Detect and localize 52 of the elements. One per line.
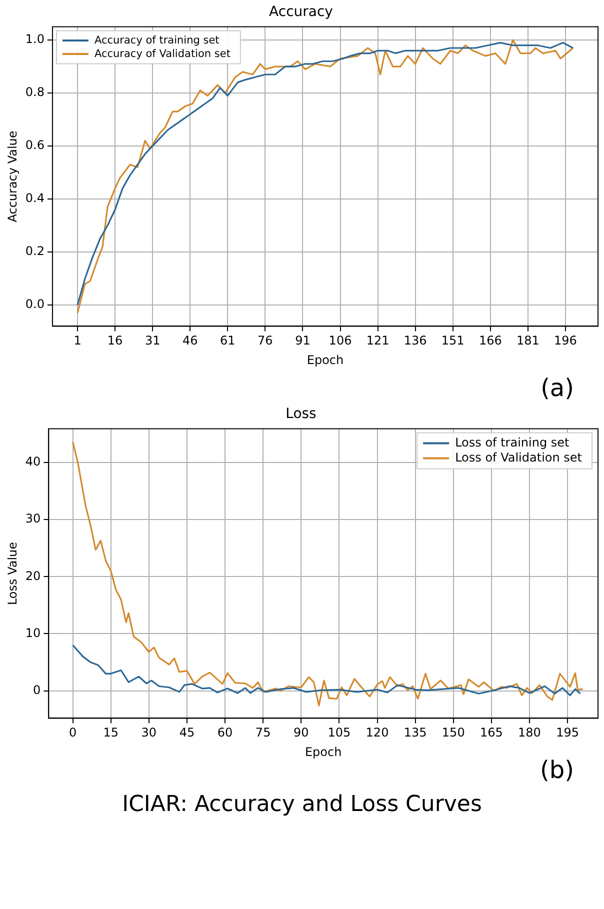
y-tick-label: 0.6 — [25, 138, 44, 152]
x-tick-label: 30 — [141, 726, 157, 740]
x-tick-label: 45 — [179, 726, 195, 740]
y-tick-label: 1.0 — [25, 32, 44, 46]
x-tick-label: 136 — [404, 334, 427, 348]
x-tick-label: 165 — [480, 726, 503, 740]
x-tick-label: 15 — [103, 726, 118, 740]
x-tick-label: 31 — [144, 334, 160, 348]
x-tick-label: 75 — [255, 726, 271, 740]
text: (a) — [540, 374, 575, 402]
x-tick-label: 151 — [441, 334, 464, 348]
x-tick-label: 106 — [328, 334, 352, 348]
y-axis-title: Accuracy Value — [5, 130, 20, 222]
x-tick-label: 120 — [366, 726, 389, 740]
y-tick-label: 10 — [25, 626, 41, 640]
legend-label: Loss of Validation set — [455, 450, 582, 464]
x-tick-label: 91 — [295, 334, 310, 348]
legend-label: Loss of training set — [455, 435, 570, 450]
x-tick-label: 105 — [328, 726, 351, 740]
x-tick-label: 90 — [293, 726, 309, 740]
y-tick-label: 0.8 — [25, 85, 44, 100]
x-tick-label: 76 — [258, 334, 273, 348]
legend-label: Accuracy of training set — [94, 34, 220, 46]
x-tick-label: 46 — [182, 334, 198, 348]
y-tick-label: 0 — [33, 682, 41, 697]
chart-title: Loss — [286, 406, 316, 422]
y-tick-label: 30 — [25, 512, 41, 526]
x-tick-label: 60 — [217, 726, 233, 740]
x-tick-label: 16 — [107, 334, 123, 348]
x-tick-label: 166 — [478, 334, 502, 348]
x-axis-title: Epoch — [306, 352, 344, 367]
x-tick-label: 121 — [366, 334, 390, 348]
x-tick-label: 195 — [556, 726, 580, 740]
chart-title: Accuracy — [269, 4, 333, 20]
x-tick-label: 0 — [68, 726, 77, 740]
x-tick-label: 61 — [220, 334, 236, 348]
y-tick-label: 0.2 — [25, 244, 44, 258]
text: (b) — [540, 756, 574, 784]
text: ICIAR: Accuracy and Loss Curves — [121, 792, 483, 817]
x-tick-label: 135 — [404, 726, 427, 740]
y-tick-label: 20 — [25, 568, 41, 583]
x-tick-label: 196 — [554, 334, 577, 348]
x-axis-title: Epoch — [304, 744, 342, 759]
y-tick-label: 0.0 — [25, 297, 44, 312]
y-tick-label: 40 — [25, 454, 41, 469]
y-axis-title: Loss Value — [5, 542, 20, 606]
y-tick-label: 0.4 — [25, 191, 44, 206]
legend-label: Accuracy of Validation set — [94, 48, 230, 60]
x-tick-label: 1 — [74, 334, 82, 348]
x-tick-label: 150 — [442, 726, 465, 740]
x-tick-label: 181 — [516, 334, 540, 348]
x-tick-label: 180 — [518, 726, 541, 740]
